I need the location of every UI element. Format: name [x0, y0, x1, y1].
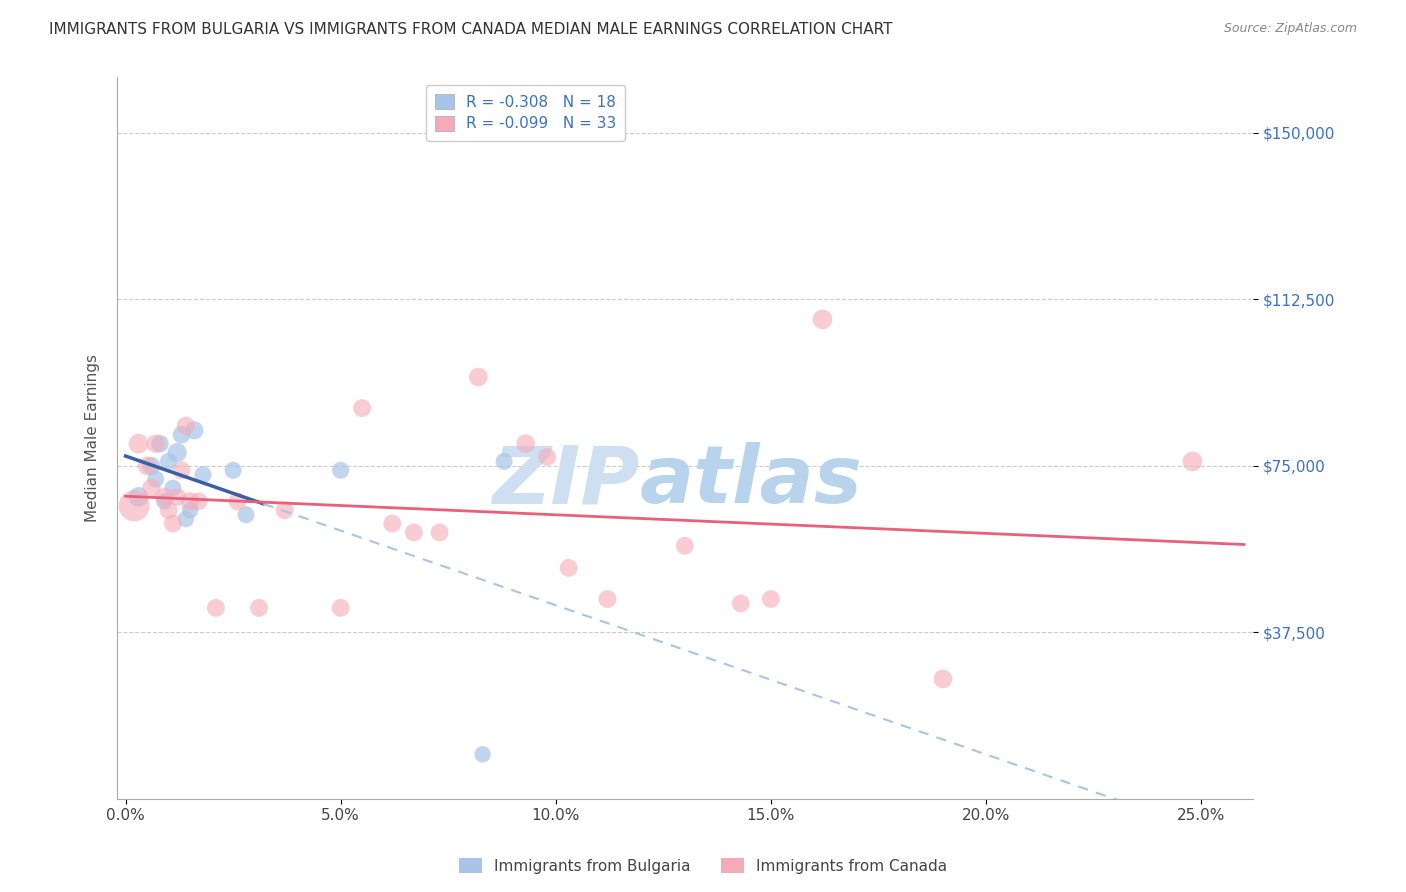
- Point: [149, 436, 172, 450]
- Point: [381, 516, 404, 531]
- Point: [179, 503, 201, 517]
- Text: Source: ZipAtlas.com: Source: ZipAtlas.com: [1223, 22, 1357, 36]
- Point: [145, 436, 167, 450]
- Y-axis label: Median Male Earnings: Median Male Earnings: [86, 354, 100, 522]
- Point: [170, 427, 193, 442]
- Point: [811, 312, 834, 326]
- Point: [162, 516, 184, 531]
- Point: [429, 525, 451, 540]
- Point: [127, 436, 149, 450]
- Point: [1181, 454, 1204, 468]
- Point: [247, 600, 270, 615]
- Point: [596, 592, 619, 607]
- Point: [494, 454, 516, 468]
- Point: [153, 494, 176, 508]
- Point: [157, 454, 180, 468]
- Point: [157, 503, 180, 517]
- Point: [759, 592, 782, 607]
- Text: atlas: atlas: [640, 442, 862, 520]
- Legend: R = -0.308   N = 18, R = -0.099   N = 33: R = -0.308 N = 18, R = -0.099 N = 33: [426, 85, 626, 141]
- Point: [222, 463, 245, 477]
- Point: [235, 508, 257, 522]
- Point: [536, 450, 558, 464]
- Point: [136, 458, 159, 473]
- Point: [153, 490, 176, 504]
- Point: [174, 418, 197, 433]
- Point: [141, 458, 163, 473]
- Point: [205, 600, 228, 615]
- Point: [515, 436, 537, 450]
- Legend: Immigrants from Bulgaria, Immigrants from Canada: Immigrants from Bulgaria, Immigrants fro…: [453, 852, 953, 880]
- Point: [226, 494, 249, 508]
- Point: [122, 499, 145, 513]
- Text: ZIP: ZIP: [492, 442, 640, 520]
- Point: [467, 370, 489, 384]
- Point: [352, 401, 374, 416]
- Point: [170, 463, 193, 477]
- Point: [127, 490, 149, 504]
- Point: [191, 467, 214, 482]
- Point: [557, 561, 579, 575]
- Point: [932, 672, 955, 686]
- Point: [174, 512, 197, 526]
- Point: [183, 423, 205, 437]
- Point: [402, 525, 425, 540]
- Point: [329, 463, 352, 477]
- Point: [471, 747, 494, 762]
- Point: [162, 481, 184, 495]
- Point: [673, 539, 696, 553]
- Point: [730, 597, 752, 611]
- Text: IMMIGRANTS FROM BULGARIA VS IMMIGRANTS FROM CANADA MEDIAN MALE EARNINGS CORRELAT: IMMIGRANTS FROM BULGARIA VS IMMIGRANTS F…: [49, 22, 893, 37]
- Point: [187, 494, 209, 508]
- Point: [274, 503, 297, 517]
- Point: [179, 494, 201, 508]
- Point: [166, 490, 188, 504]
- Point: [329, 600, 352, 615]
- Point: [141, 481, 163, 495]
- Point: [166, 445, 188, 459]
- Point: [145, 472, 167, 486]
